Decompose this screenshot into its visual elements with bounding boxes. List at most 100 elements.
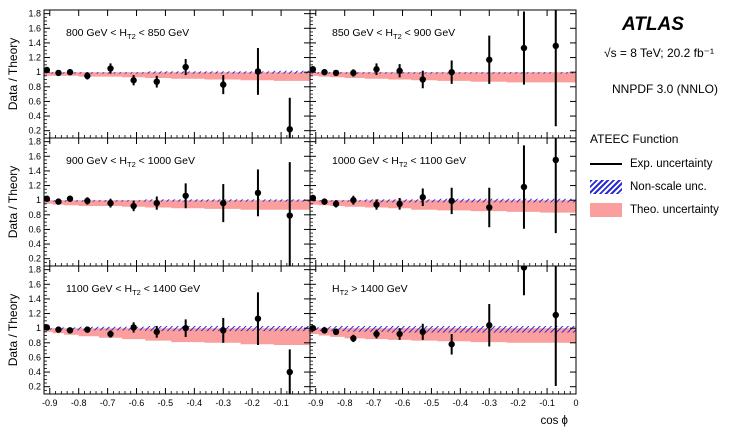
x-tick-label: -0.1 xyxy=(273,398,289,408)
legend-swatch-band xyxy=(590,202,622,217)
y-tick-label: 1.6 xyxy=(28,23,41,33)
y-tick-label: 0.4 xyxy=(28,367,41,377)
y-tick-label: 0.8 xyxy=(28,82,41,92)
legend-label-nonscale: Non-scale unc. xyxy=(630,180,707,193)
data-point xyxy=(332,200,340,208)
data-point xyxy=(55,326,62,333)
data-point xyxy=(153,78,160,85)
y-tick-label: 0.2 xyxy=(28,382,41,392)
data-point xyxy=(373,330,380,338)
pdf-set-text: NNPDF 3.0 (NNLO) xyxy=(612,82,719,96)
legend: ATEEC Function Exp. uncertainty Non-scal… xyxy=(590,132,730,221)
data-point xyxy=(419,76,426,83)
y-tick-label: 1.2 xyxy=(28,181,41,191)
legend-label-exp: Exp. uncertainty xyxy=(630,157,713,170)
data-point xyxy=(130,77,137,84)
legend-title: ATEEC Function xyxy=(590,132,679,146)
data-point xyxy=(286,368,293,376)
x-tick-label: -0.1 xyxy=(539,398,555,408)
data-point xyxy=(350,69,357,77)
data-point xyxy=(350,196,357,204)
legend-swatch-hatch xyxy=(590,179,622,194)
x-tick-label: -0.6 xyxy=(395,398,411,408)
data-point xyxy=(552,311,559,319)
legend-swatch-line xyxy=(590,157,622,171)
y-axis-label: Data / Theory xyxy=(6,294,20,366)
y-tick-label: 0.8 xyxy=(28,210,41,220)
data-point xyxy=(220,81,227,88)
x-tick-label: -0.8 xyxy=(337,398,353,408)
panel-label: HT2 > 1400 GeV xyxy=(332,283,408,297)
data-point xyxy=(84,72,91,80)
legend-entry-nonscale: Non-scale unc. xyxy=(590,175,730,198)
data-point xyxy=(396,200,403,208)
x-tick-label: -0.7 xyxy=(366,398,382,408)
data-point xyxy=(55,198,62,205)
y-tick-label: 1.8 xyxy=(28,137,41,147)
data-point xyxy=(66,327,74,334)
data-point xyxy=(486,56,493,63)
y-tick-label: 1.6 xyxy=(28,279,41,289)
data-point xyxy=(44,324,51,331)
data-point xyxy=(55,69,62,77)
x-tick-label: -0.9 xyxy=(308,398,324,408)
panel-1: 0.2 0.4 0.6 0.8 1 1.2 1.4 1.6 1.8 800 GeV < HT2 <… xyxy=(28,9,311,139)
data-point xyxy=(286,126,293,133)
data-point xyxy=(396,67,403,74)
data-point xyxy=(552,42,559,50)
y-tick-label: 0.6 xyxy=(28,224,41,234)
data-point xyxy=(130,202,137,210)
panel-6: HT2 > 1400 GeV xyxy=(309,265,577,395)
panels-layer: 0.2 0.4 0.6 0.8 1 1.2 1.4 1.6 1.8 800 GeV < HT2 <… xyxy=(6,9,579,427)
y-tick-label: 1.2 xyxy=(28,309,41,319)
y-tick-label: 1 xyxy=(36,323,41,333)
panel-label: 900 GeV < HT2 < 1000 GeV xyxy=(66,155,195,169)
nonscale-uncertainty-hatch xyxy=(44,199,310,202)
data-point xyxy=(254,189,262,197)
x-tick-label: -0.4 xyxy=(187,398,203,408)
data-point xyxy=(520,44,528,52)
y-tick-label: 1.4 xyxy=(28,38,41,48)
data-point xyxy=(321,198,328,205)
data-point xyxy=(220,327,227,334)
data-point xyxy=(153,199,160,207)
data-point xyxy=(552,156,559,164)
y-axis-label: Data / Theory xyxy=(6,166,20,238)
data-point xyxy=(84,326,91,333)
data-point xyxy=(286,212,293,219)
data-point xyxy=(66,68,74,76)
y-tick-label: 0.2 xyxy=(28,126,41,136)
legend-entry-theo: Theo. uncertainty xyxy=(590,198,730,221)
y-tick-label: 0.6 xyxy=(28,352,41,362)
x-tick-label: -0.2 xyxy=(244,398,260,408)
y-tick-label: 0.6 xyxy=(28,96,41,106)
y-tick-label: 1.8 xyxy=(28,9,41,19)
data-point xyxy=(254,68,262,75)
x-tick-label: -0.3 xyxy=(216,398,232,408)
data-point xyxy=(486,322,493,329)
data-point xyxy=(419,328,426,336)
x-tick-label: -0.5 xyxy=(424,398,440,408)
data-point xyxy=(220,199,227,207)
y-tick-label: 1.8 xyxy=(28,265,41,275)
data-point xyxy=(332,328,340,336)
x-tick-label: 0 xyxy=(573,398,578,408)
panel-4: 1000 GeV < HT2 < 1100 GeV xyxy=(309,137,577,267)
panel-label: 1000 GeV < HT2 < 1100 GeV xyxy=(332,155,466,169)
panel-2: 850 GeV < HT2 < 900 GeV xyxy=(309,9,577,139)
x-tick-label: -0.4 xyxy=(453,398,469,408)
x-axis-label: cos ϕ xyxy=(540,415,568,427)
energy-luminosity-text: √s = 8 TeV; 20.2 fb⁻¹ xyxy=(604,46,714,60)
data-point xyxy=(107,199,114,207)
y-tick-label: 1.4 xyxy=(28,166,41,176)
x-tick-label: -0.6 xyxy=(129,398,145,408)
data-point xyxy=(84,197,91,205)
panel-label: 1100 GeV < HT2 < 1400 GeV xyxy=(66,283,200,297)
data-point xyxy=(332,69,340,77)
nonscale-uncertainty-hatch xyxy=(310,72,576,74)
data-point xyxy=(130,324,137,331)
data-point xyxy=(520,183,528,191)
panel-label: 850 GeV < HT2 < 900 GeV xyxy=(332,27,455,41)
y-axis-label: Data / Theory xyxy=(6,38,20,110)
